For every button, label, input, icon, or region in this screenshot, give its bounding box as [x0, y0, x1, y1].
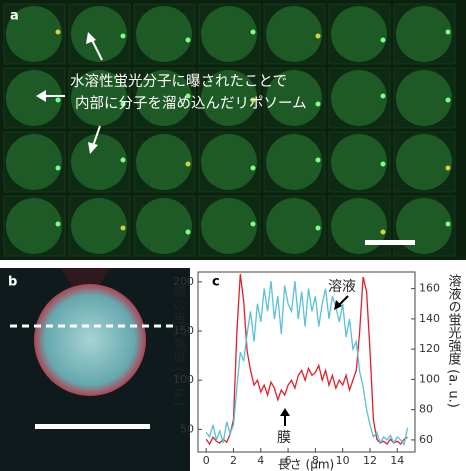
liposome — [6, 6, 62, 62]
liposome — [396, 134, 452, 190]
series-line — [205, 281, 409, 446]
x-tick-label: 2 — [230, 454, 237, 467]
y2-axis-label: 溶液の蛍光強度 (a. u.) — [446, 274, 462, 408]
dot — [250, 165, 256, 171]
liposome — [71, 134, 127, 190]
liposome — [136, 134, 192, 190]
liposome — [201, 70, 257, 126]
arrowhead — [280, 408, 290, 416]
dot — [380, 161, 386, 167]
dot — [185, 93, 191, 99]
dot — [250, 29, 256, 35]
liposome — [136, 6, 192, 62]
liposome — [6, 198, 62, 254]
plot-frame — [197, 271, 416, 453]
y2-tick-label: 120 — [419, 342, 440, 355]
y-tick-label: 200 — [173, 275, 194, 288]
liposome — [71, 198, 127, 254]
x-tick-label: 8 — [312, 454, 319, 467]
x-axis-label: 長さ (μm) — [278, 458, 335, 471]
liposome — [6, 70, 62, 126]
scale-bar — [35, 424, 150, 429]
annotation-line: 内部に分子を溜め込んだリポソーム — [75, 95, 307, 112]
dot — [250, 97, 256, 103]
liposome — [201, 198, 257, 254]
liposome — [201, 6, 257, 62]
dot — [55, 221, 61, 227]
dot — [445, 165, 451, 171]
liposome — [266, 198, 322, 254]
dot — [55, 165, 61, 171]
dot — [55, 97, 61, 103]
y2-tick-label: 160 — [419, 282, 440, 295]
x-tick-label: 12 — [363, 454, 377, 467]
liposome — [201, 134, 257, 190]
dot — [315, 157, 321, 163]
dot — [445, 221, 451, 227]
arrows — [36, 32, 103, 154]
annotation: 溶液 — [328, 279, 356, 295]
dot — [445, 97, 451, 103]
liposome — [396, 70, 452, 126]
annotation-line: 水溶性蛍光分子に曝されたことで — [70, 73, 287, 90]
dot — [55, 29, 61, 35]
panel-label: b — [8, 275, 17, 290]
annotation: 膜 — [277, 430, 291, 446]
liposome — [331, 6, 387, 62]
y-tick-label: 50 — [180, 422, 194, 435]
liposome — [331, 198, 387, 254]
y2-tick-label: 100 — [419, 372, 440, 385]
panel-label: c — [212, 275, 220, 290]
liposome — [266, 6, 322, 62]
y-axis-label: 膜の蛍光強度 (a. u.) — [171, 285, 187, 406]
dot — [380, 229, 386, 235]
liposome — [71, 70, 127, 126]
liposome — [266, 70, 322, 126]
y2-tick-label: 60 — [419, 433, 433, 446]
dot — [185, 161, 191, 167]
x-tick-label: 14 — [390, 454, 404, 467]
dot — [120, 157, 126, 163]
liposome — [266, 134, 322, 190]
liposome — [136, 70, 192, 126]
liposome — [34, 284, 146, 396]
dot — [250, 221, 256, 227]
dot — [185, 229, 191, 235]
dot — [185, 37, 191, 43]
x-tick-label: 0 — [203, 454, 210, 467]
dot — [445, 29, 451, 35]
dot — [315, 101, 321, 107]
liposome — [396, 6, 452, 62]
dot — [315, 33, 321, 39]
x-tick-label: 4 — [257, 454, 264, 467]
arrowhead — [334, 300, 342, 310]
dot — [315, 225, 321, 231]
series-line — [205, 273, 408, 446]
background-glow — [60, 268, 110, 300]
y-tick-label: 100 — [173, 373, 194, 386]
dot — [380, 37, 386, 43]
dot — [120, 101, 126, 107]
liposome — [331, 134, 387, 190]
scale-bar — [365, 240, 415, 245]
liposome — [136, 198, 192, 254]
dot — [380, 93, 386, 99]
dot — [120, 33, 126, 39]
y2-tick-label: 80 — [419, 403, 433, 416]
liposome — [71, 6, 127, 62]
x-tick-label: 6 — [285, 454, 292, 467]
y2-tick-label: 140 — [419, 312, 440, 325]
y-tick-label: 150 — [173, 324, 194, 337]
dot — [120, 225, 126, 231]
x-tick-label: 10 — [336, 454, 350, 467]
panel-label: a — [10, 9, 19, 24]
liposome — [331, 70, 387, 126]
liposome — [6, 134, 62, 190]
liposome — [396, 198, 452, 254]
